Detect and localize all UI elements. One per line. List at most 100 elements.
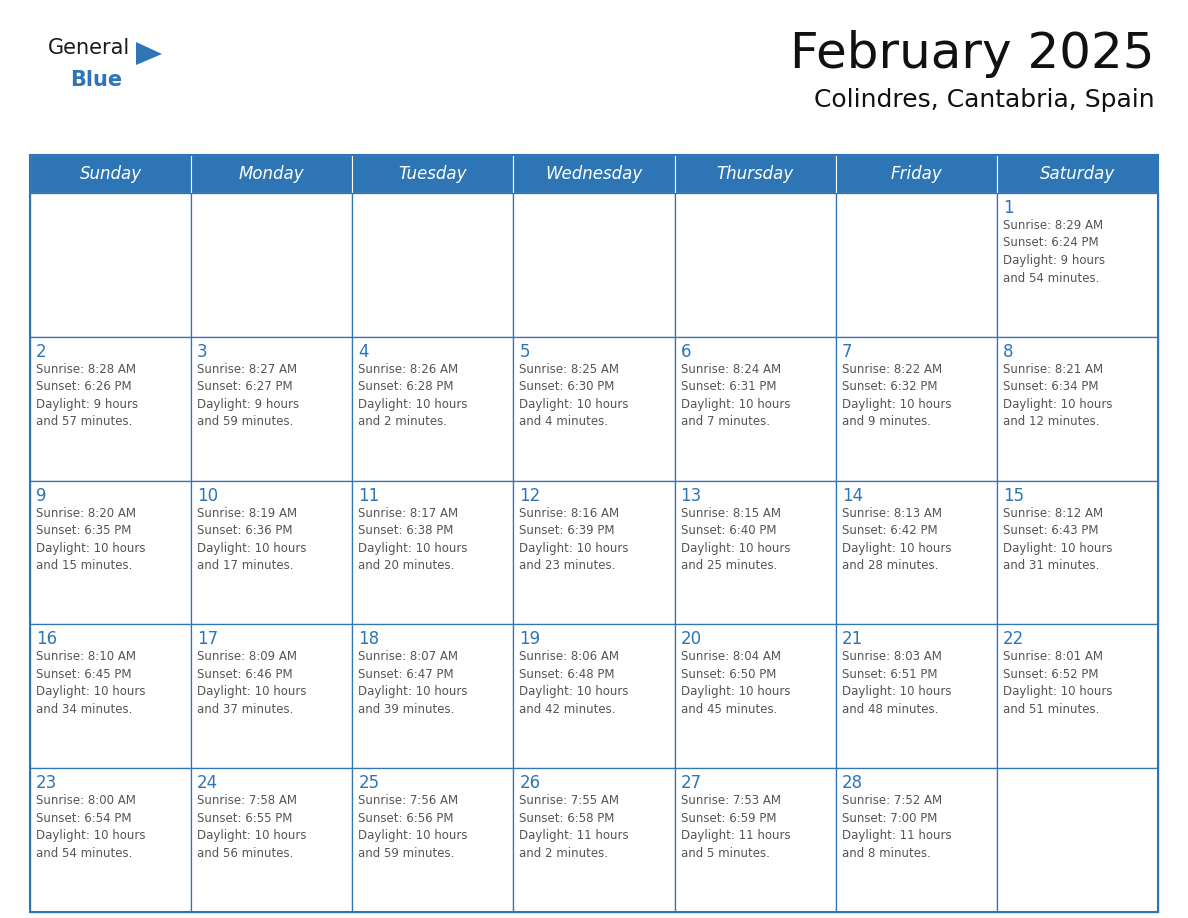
Text: 5: 5 xyxy=(519,342,530,361)
Bar xyxy=(353,768,513,912)
Bar xyxy=(997,768,1158,912)
Bar xyxy=(30,193,191,337)
Text: Sunrise: 8:03 AM
Sunset: 6:51 PM
Daylight: 10 hours
and 48 minutes.: Sunrise: 8:03 AM Sunset: 6:51 PM Dayligh… xyxy=(842,650,952,716)
Text: Sunrise: 7:58 AM
Sunset: 6:55 PM
Daylight: 10 hours
and 56 minutes.: Sunrise: 7:58 AM Sunset: 6:55 PM Dayligh… xyxy=(197,794,307,859)
Bar xyxy=(997,193,1158,337)
Text: 10: 10 xyxy=(197,487,219,505)
Bar xyxy=(191,193,353,337)
Text: 6: 6 xyxy=(681,342,691,361)
Bar xyxy=(30,481,191,624)
Bar xyxy=(675,337,835,481)
Bar xyxy=(191,624,353,768)
Text: General: General xyxy=(48,38,131,58)
Text: 11: 11 xyxy=(359,487,379,505)
Text: Tuesday: Tuesday xyxy=(399,165,467,183)
Text: 21: 21 xyxy=(842,631,862,648)
Text: 25: 25 xyxy=(359,774,379,792)
Bar xyxy=(30,155,191,193)
Text: Sunrise: 8:26 AM
Sunset: 6:28 PM
Daylight: 10 hours
and 2 minutes.: Sunrise: 8:26 AM Sunset: 6:28 PM Dayligh… xyxy=(359,363,468,429)
Text: 22: 22 xyxy=(1003,631,1024,648)
Bar xyxy=(353,481,513,624)
Text: 17: 17 xyxy=(197,631,219,648)
Bar xyxy=(30,768,191,912)
Bar xyxy=(835,337,997,481)
Text: Friday: Friday xyxy=(891,165,942,183)
Text: Sunrise: 8:01 AM
Sunset: 6:52 PM
Daylight: 10 hours
and 51 minutes.: Sunrise: 8:01 AM Sunset: 6:52 PM Dayligh… xyxy=(1003,650,1112,716)
Bar xyxy=(997,624,1158,768)
Text: 20: 20 xyxy=(681,631,702,648)
Bar xyxy=(835,481,997,624)
Polygon shape xyxy=(135,42,162,65)
Text: 27: 27 xyxy=(681,774,702,792)
Bar xyxy=(353,337,513,481)
Bar xyxy=(835,768,997,912)
Bar xyxy=(997,481,1158,624)
Text: 15: 15 xyxy=(1003,487,1024,505)
Text: Sunrise: 7:52 AM
Sunset: 7:00 PM
Daylight: 11 hours
and 8 minutes.: Sunrise: 7:52 AM Sunset: 7:00 PM Dayligh… xyxy=(842,794,952,859)
Text: 24: 24 xyxy=(197,774,219,792)
Bar xyxy=(353,155,513,193)
Text: 19: 19 xyxy=(519,631,541,648)
Text: 12: 12 xyxy=(519,487,541,505)
Text: Sunrise: 8:15 AM
Sunset: 6:40 PM
Daylight: 10 hours
and 25 minutes.: Sunrise: 8:15 AM Sunset: 6:40 PM Dayligh… xyxy=(681,507,790,572)
Text: Sunrise: 8:29 AM
Sunset: 6:24 PM
Daylight: 9 hours
and 54 minutes.: Sunrise: 8:29 AM Sunset: 6:24 PM Dayligh… xyxy=(1003,219,1105,285)
Bar xyxy=(513,155,675,193)
Text: February 2025: February 2025 xyxy=(790,30,1155,78)
Bar xyxy=(30,155,1158,912)
Text: Sunrise: 7:55 AM
Sunset: 6:58 PM
Daylight: 11 hours
and 2 minutes.: Sunrise: 7:55 AM Sunset: 6:58 PM Dayligh… xyxy=(519,794,630,859)
Bar xyxy=(353,193,513,337)
Bar xyxy=(191,155,353,193)
Bar xyxy=(675,624,835,768)
Bar xyxy=(675,481,835,624)
Bar xyxy=(835,193,997,337)
Text: Sunrise: 8:00 AM
Sunset: 6:54 PM
Daylight: 10 hours
and 54 minutes.: Sunrise: 8:00 AM Sunset: 6:54 PM Dayligh… xyxy=(36,794,145,859)
Text: Sunrise: 8:27 AM
Sunset: 6:27 PM
Daylight: 9 hours
and 59 minutes.: Sunrise: 8:27 AM Sunset: 6:27 PM Dayligh… xyxy=(197,363,299,429)
Text: Sunrise: 7:56 AM
Sunset: 6:56 PM
Daylight: 10 hours
and 59 minutes.: Sunrise: 7:56 AM Sunset: 6:56 PM Dayligh… xyxy=(359,794,468,859)
Text: 18: 18 xyxy=(359,631,379,648)
Text: Sunrise: 8:28 AM
Sunset: 6:26 PM
Daylight: 9 hours
and 57 minutes.: Sunrise: 8:28 AM Sunset: 6:26 PM Dayligh… xyxy=(36,363,138,429)
Bar xyxy=(513,768,675,912)
Text: Blue: Blue xyxy=(70,70,122,90)
Text: 23: 23 xyxy=(36,774,57,792)
Bar xyxy=(191,768,353,912)
Bar xyxy=(675,768,835,912)
Bar xyxy=(30,624,191,768)
Bar xyxy=(997,155,1158,193)
Text: Sunrise: 8:20 AM
Sunset: 6:35 PM
Daylight: 10 hours
and 15 minutes.: Sunrise: 8:20 AM Sunset: 6:35 PM Dayligh… xyxy=(36,507,145,572)
Text: Sunrise: 8:16 AM
Sunset: 6:39 PM
Daylight: 10 hours
and 23 minutes.: Sunrise: 8:16 AM Sunset: 6:39 PM Dayligh… xyxy=(519,507,628,572)
Bar xyxy=(835,624,997,768)
Text: 1: 1 xyxy=(1003,199,1013,217)
Text: 14: 14 xyxy=(842,487,862,505)
Text: Sunrise: 8:09 AM
Sunset: 6:46 PM
Daylight: 10 hours
and 37 minutes.: Sunrise: 8:09 AM Sunset: 6:46 PM Dayligh… xyxy=(197,650,307,716)
Text: 7: 7 xyxy=(842,342,852,361)
Text: Sunrise: 8:07 AM
Sunset: 6:47 PM
Daylight: 10 hours
and 39 minutes.: Sunrise: 8:07 AM Sunset: 6:47 PM Dayligh… xyxy=(359,650,468,716)
Bar xyxy=(191,337,353,481)
Text: 13: 13 xyxy=(681,487,702,505)
Text: Colindres, Cantabria, Spain: Colindres, Cantabria, Spain xyxy=(815,88,1155,112)
Text: Wednesday: Wednesday xyxy=(545,165,643,183)
Text: Sunrise: 8:10 AM
Sunset: 6:45 PM
Daylight: 10 hours
and 34 minutes.: Sunrise: 8:10 AM Sunset: 6:45 PM Dayligh… xyxy=(36,650,145,716)
Text: 26: 26 xyxy=(519,774,541,792)
Text: Sunrise: 8:17 AM
Sunset: 6:38 PM
Daylight: 10 hours
and 20 minutes.: Sunrise: 8:17 AM Sunset: 6:38 PM Dayligh… xyxy=(359,507,468,572)
Text: Sunrise: 8:13 AM
Sunset: 6:42 PM
Daylight: 10 hours
and 28 minutes.: Sunrise: 8:13 AM Sunset: 6:42 PM Dayligh… xyxy=(842,507,952,572)
Text: Sunday: Sunday xyxy=(80,165,141,183)
Text: Sunrise: 8:22 AM
Sunset: 6:32 PM
Daylight: 10 hours
and 9 minutes.: Sunrise: 8:22 AM Sunset: 6:32 PM Dayligh… xyxy=(842,363,952,429)
Text: Sunrise: 7:53 AM
Sunset: 6:59 PM
Daylight: 11 hours
and 5 minutes.: Sunrise: 7:53 AM Sunset: 6:59 PM Dayligh… xyxy=(681,794,790,859)
Text: 2: 2 xyxy=(36,342,46,361)
Text: 3: 3 xyxy=(197,342,208,361)
Bar xyxy=(835,155,997,193)
Bar xyxy=(675,193,835,337)
Bar xyxy=(513,624,675,768)
Text: 8: 8 xyxy=(1003,342,1013,361)
Bar xyxy=(513,193,675,337)
Bar xyxy=(513,481,675,624)
Text: Saturday: Saturday xyxy=(1040,165,1116,183)
Text: 16: 16 xyxy=(36,631,57,648)
Bar xyxy=(513,337,675,481)
Text: 28: 28 xyxy=(842,774,862,792)
Text: Sunrise: 8:24 AM
Sunset: 6:31 PM
Daylight: 10 hours
and 7 minutes.: Sunrise: 8:24 AM Sunset: 6:31 PM Dayligh… xyxy=(681,363,790,429)
Text: Sunrise: 8:06 AM
Sunset: 6:48 PM
Daylight: 10 hours
and 42 minutes.: Sunrise: 8:06 AM Sunset: 6:48 PM Dayligh… xyxy=(519,650,628,716)
Bar xyxy=(191,481,353,624)
Text: Monday: Monday xyxy=(239,165,304,183)
Text: 4: 4 xyxy=(359,342,368,361)
